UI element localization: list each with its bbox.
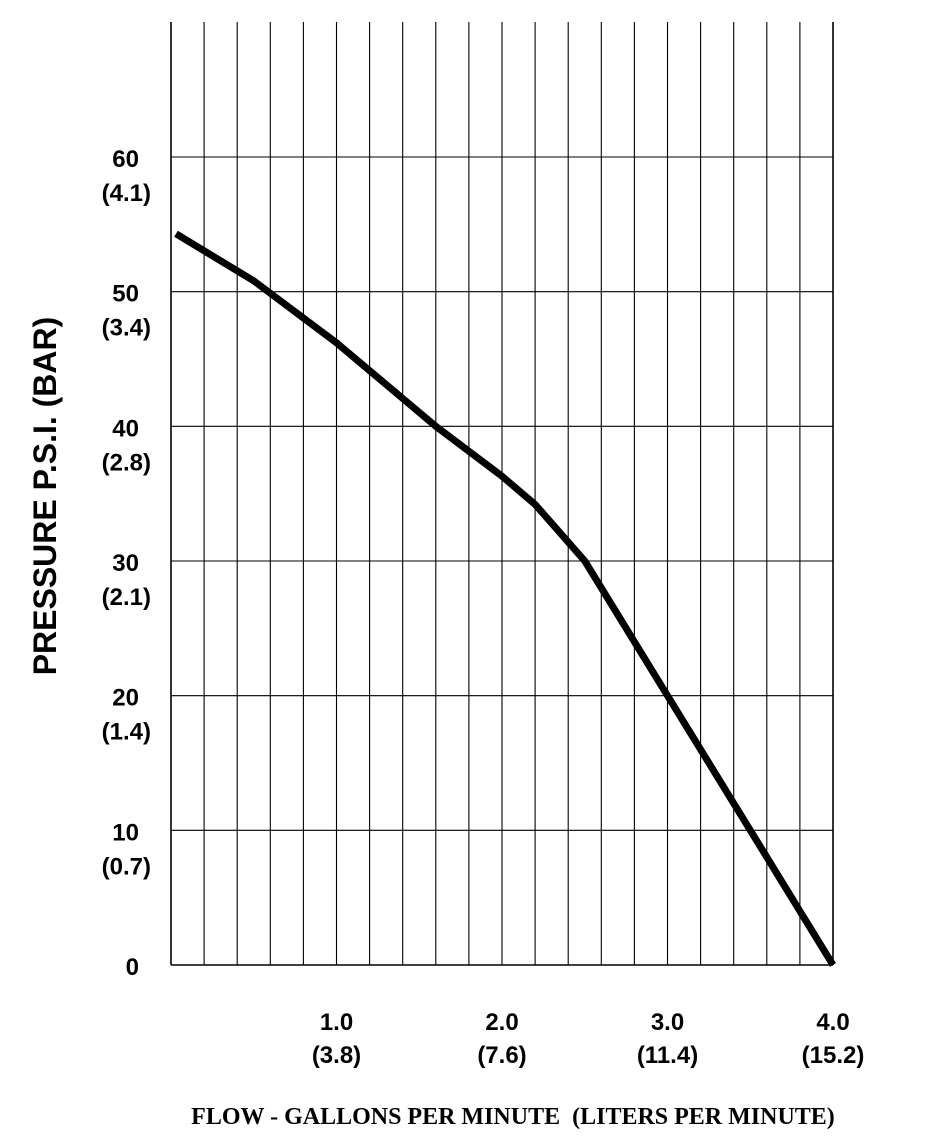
y-tick-sublabel: (4.1)	[102, 180, 151, 207]
y-axis-label: PRESSURE P.S.I. (BAR)	[27, 317, 63, 676]
horizontal-gridlines	[171, 156, 833, 966]
x-tick-labels: 1.0 (3.8) 2.0 (7.6) 3.0 (11.4) 4.0 (15.2)	[312, 1009, 865, 1069]
vertical-gridlines	[170, 22, 834, 965]
x-tick-sublabel: (15.2)	[802, 1042, 865, 1069]
y-tick-sublabel: (1.4)	[102, 719, 151, 746]
y-tick-label: 10	[112, 819, 139, 846]
x-tick-sublabel: (7.6)	[477, 1042, 526, 1069]
y-tick-label: 30	[112, 550, 139, 577]
y-tick-sublabel: (3.4)	[102, 315, 151, 342]
y-tick-label: 60	[112, 146, 139, 173]
y-tick-sublabel: (2.1)	[102, 584, 151, 611]
y-tick-labels: 0 10 (0.7) 20 (1.4) 30 (2.1) 40 (2.8) 50 (3.4) 60 (4…	[102, 146, 151, 981]
x-tick-label: 1.0	[320, 1009, 353, 1036]
series-group	[174, 230, 836, 967]
y-tick-sublabel: (0.7)	[102, 853, 151, 880]
x-tick-label: 2.0	[485, 1009, 518, 1036]
y-tick-label: 20	[112, 685, 139, 712]
x-tick-sublabel: (3.8)	[312, 1042, 361, 1069]
x-tick-sublabel: (11.4)	[637, 1042, 698, 1069]
x-tick-label: 3.0	[651, 1009, 684, 1036]
x-tick-label: 4.0	[816, 1009, 849, 1036]
y-tick-label: 50	[112, 281, 139, 308]
series-line	[174, 230, 836, 967]
y-tick-label: 40	[112, 415, 139, 442]
y-tick-label: 0	[126, 954, 139, 981]
y-tick-sublabel: (2.8)	[102, 449, 151, 476]
x-axis-label: FLOW - GALLONS PER MINUTE (LITERS PER MI…	[191, 1104, 835, 1130]
